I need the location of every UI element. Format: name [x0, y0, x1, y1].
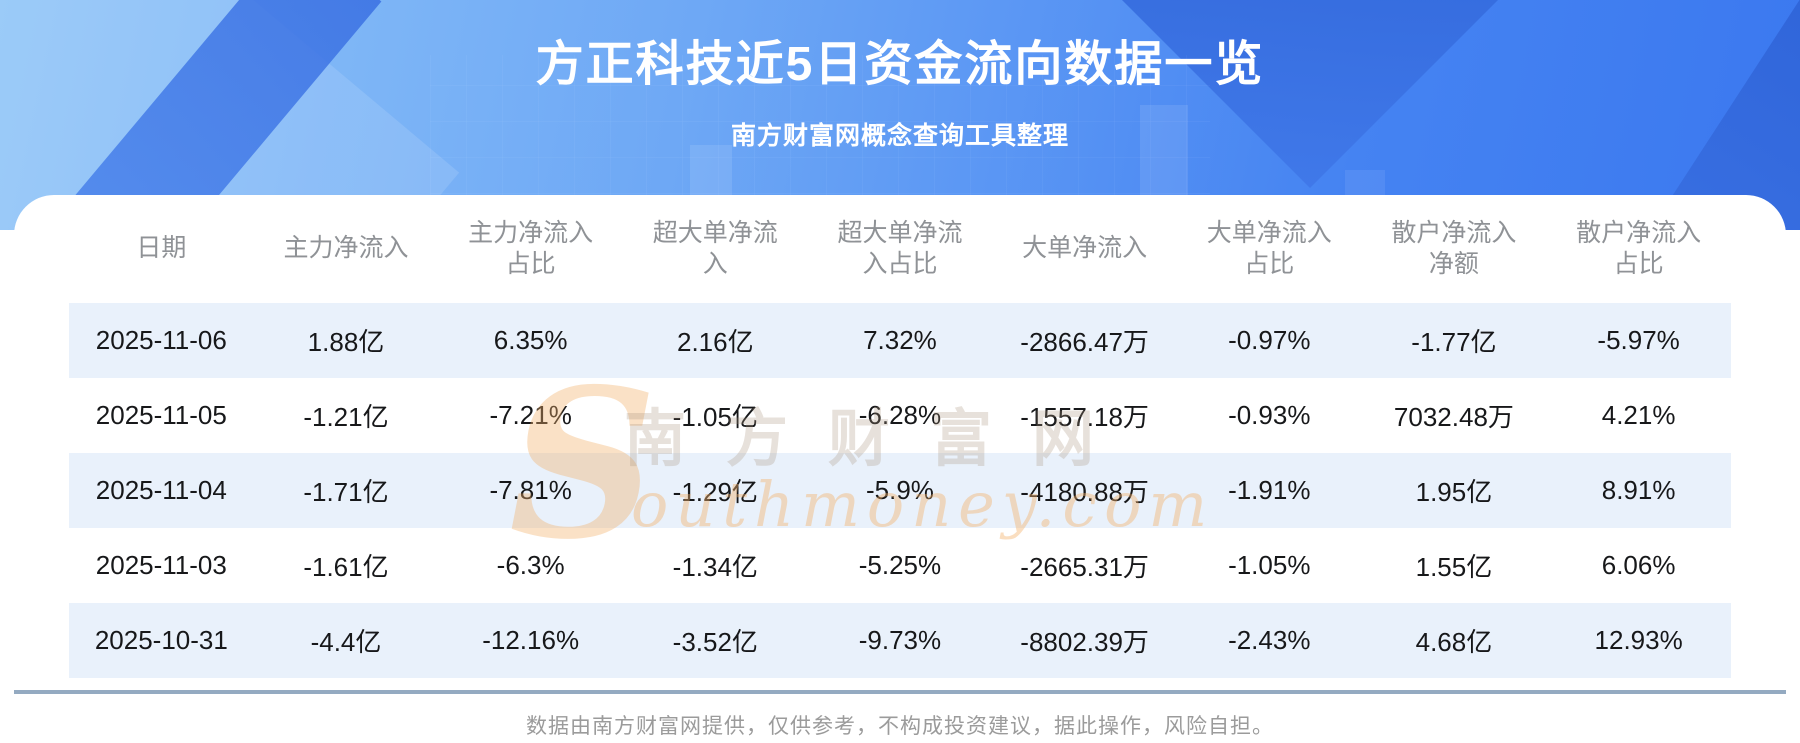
table-cell: -1.05% [1228, 550, 1311, 580]
column-header-label: 散户净流入净额 [1391, 218, 1517, 278]
table-cell: -1.61亿 [303, 552, 389, 582]
column-header-label: 主力净流入 [283, 234, 409, 263]
column-header-retail-net-inflow-pct: 散户净流入占比 [1546, 195, 1731, 303]
table-cell: 8.91% [1601, 475, 1676, 505]
table-cell: -1.29亿 [672, 477, 758, 507]
table-cell: 6.06% [1601, 550, 1676, 580]
table-cell: -7.21% [489, 400, 572, 430]
table-cell: -6.3% [496, 550, 565, 580]
table-cell: 12.93% [1594, 625, 1683, 655]
table-cell: -4180.88万 [1020, 477, 1149, 507]
fund-flow-table: 日期 主力净流入 主力净流入占比 超大单净流入 超大单净流入占比 大单净流入 大… [69, 195, 1731, 678]
table-cell: 4.68亿 [1415, 627, 1493, 657]
column-header-label: 大单净流入 [1022, 234, 1148, 263]
table-row: 2025-11-04 -1.71亿 -7.81% -1.29亿 -5.9% -4… [69, 453, 1731, 528]
table-row: 2025-11-06 1.88亿 6.35% 2.16亿 7.32% -2866… [69, 303, 1731, 378]
column-header-main-net-inflow-pct: 主力净流入占比 [438, 195, 623, 303]
table-cell: -1.34亿 [672, 552, 758, 582]
table-cell: -3.52亿 [672, 627, 758, 657]
table-cell: 6.35% [493, 325, 568, 355]
table-cell-date: 2025-11-03 [95, 550, 227, 580]
table-cell: -1.71亿 [303, 477, 389, 507]
table-cell: -2665.31万 [1020, 552, 1149, 582]
table-cell: 2.16亿 [676, 327, 754, 357]
table-cell: -1.21亿 [303, 402, 389, 432]
table-cell: -1557.18万 [1020, 402, 1149, 432]
table-cell: -2866.47万 [1020, 327, 1149, 357]
table-cell: -1.77亿 [1411, 327, 1497, 357]
table-cell-date: 2025-10-31 [94, 625, 228, 655]
table-cell: -4.4亿 [310, 627, 382, 657]
table-row: 2025-11-05 -1.21亿 -7.21% -1.05亿 -6.28% -… [69, 378, 1731, 453]
footer-disclaimer: 数据由南方财富网提供，仅供参考，不构成投资建议，据此操作，风险自担。 [526, 715, 1274, 738]
table-header-row: 日期 主力净流入 主力净流入占比 超大单净流入 超大单净流入占比 大单净流入 大… [69, 195, 1731, 303]
column-header-xl-order-net-inflow-pct: 超大单净流入占比 [808, 195, 993, 303]
table-cell: -12.16% [482, 625, 580, 655]
column-header-label: 超大单净流入占比 [837, 218, 963, 278]
column-header-retail-net-inflow: 散户净流入净额 [1362, 195, 1547, 303]
table-cell-date: 2025-11-06 [95, 325, 227, 355]
column-header-label: 日期 [136, 234, 187, 263]
column-header-label: 散户净流入占比 [1576, 218, 1702, 278]
table-cell: -5.9% [865, 475, 934, 505]
table-cell: -2.43% [1228, 625, 1311, 655]
table-cell: 1.88亿 [307, 327, 385, 357]
table-cell: 7032.48万 [1393, 402, 1514, 432]
table-cell: 7.32% [863, 325, 937, 355]
table-cell: -5.97% [1597, 325, 1680, 355]
column-header-large-order-net-inflow: 大单净流入 [992, 195, 1177, 303]
table-cell: -5.25% [858, 550, 942, 580]
table-cell: -1.91% [1228, 475, 1311, 505]
table-cell-date: 2025-11-05 [95, 400, 227, 430]
table-cell: 1.95亿 [1415, 477, 1493, 507]
table-cell: -6.28% [858, 400, 942, 430]
table-row: 2025-10-31 -4.4亿 -12.16% -3.52亿 -9.73% -… [69, 603, 1731, 678]
table-cell: -1.05亿 [672, 402, 758, 432]
column-header-xl-order-net-inflow: 超大单净流入 [623, 195, 808, 303]
table-cell: -7.81% [489, 475, 572, 505]
table-cell: -0.93% [1228, 400, 1311, 430]
column-header-label: 主力净流入占比 [468, 218, 594, 278]
table-cell: 4.21% [1601, 400, 1676, 430]
column-header-label: 超大单净流入 [652, 218, 778, 278]
column-header-date: 日期 [69, 195, 254, 303]
table-cell: -0.97% [1228, 325, 1311, 355]
table-cell: -8802.39万 [1020, 627, 1149, 657]
table-cell: 1.55亿 [1415, 552, 1493, 582]
table-cell-date: 2025-11-04 [95, 475, 227, 505]
table-cell: -9.73% [858, 625, 942, 655]
data-card: S 南方财富网 outhmoney.com 日期 主力净流入 主力净流入占比 超… [14, 195, 1786, 694]
page-title: 方正科技近5日资金流向数据一览 [535, 38, 1265, 91]
table-row: 2025-11-03 -1.61亿 -6.3% -1.34亿 -5.25% -2… [69, 528, 1731, 603]
column-header-main-net-inflow: 主力净流入 [254, 195, 439, 303]
column-header-large-order-net-inflow-pct: 大单净流入占比 [1177, 195, 1362, 303]
column-header-label: 大单净流入占比 [1206, 218, 1332, 278]
page-subtitle: 南方财富网概念查询工具整理 [730, 122, 1069, 150]
